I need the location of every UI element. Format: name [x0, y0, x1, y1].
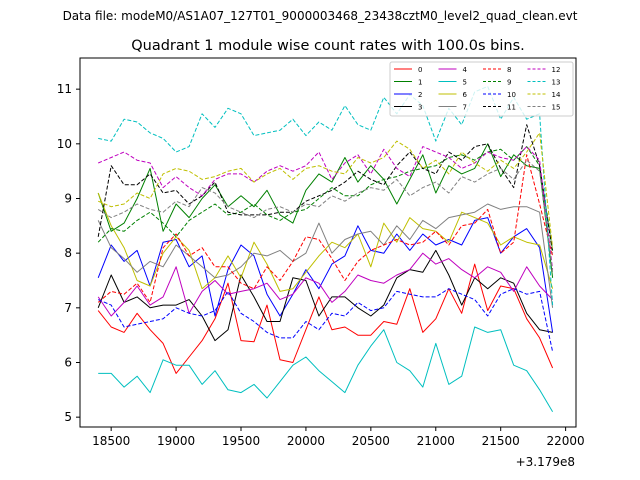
legend-label-9: 9	[507, 79, 511, 87]
series-line-7	[97, 203, 554, 308]
series-line-14	[98, 132, 554, 248]
legend-label-0: 0	[418, 66, 422, 74]
series-line-11	[97, 124, 554, 254]
series-line-10	[98, 288, 554, 352]
legend-label-15: 15	[552, 104, 561, 112]
chart-suptitle: Data file: modeM0/AS1A07_127T01_90000034…	[63, 9, 578, 23]
series-layer	[97, 85, 554, 412]
x-tick-label: 21500	[482, 434, 520, 448]
y-tick-label: 5	[64, 410, 72, 424]
x-tick-label: 21000	[417, 434, 455, 448]
legend-label-4: 4	[463, 66, 468, 74]
plot-frame	[79, 57, 577, 428]
chart-title: Quadrant 1 module wise count rates with …	[131, 38, 525, 54]
x-tick-label: 19500	[222, 434, 260, 448]
y-tick-label: 9	[64, 191, 72, 205]
series-line-3	[97, 249, 553, 342]
x-offset-label: +3.179e8	[516, 455, 575, 469]
legend-label-2: 2	[418, 91, 422, 99]
y-tick-label: 8	[64, 246, 72, 260]
legend-label-11: 11	[507, 104, 516, 112]
y-tick-label: 7	[64, 301, 72, 315]
y-tick-label: 6	[64, 355, 72, 369]
legend-label-8: 8	[507, 66, 511, 74]
legend-label-12: 12	[552, 66, 561, 74]
x-tick-label: 20500	[352, 434, 390, 448]
series-line-5	[98, 326, 554, 412]
legend-label-10: 10	[507, 91, 516, 99]
series-line-0	[97, 263, 554, 374]
y-axis: 5 6 7 8 9 10 11	[57, 82, 80, 424]
x-tick-label: 22000	[547, 434, 585, 448]
legend-label-13: 13	[552, 79, 561, 87]
x-tick-label: 18500	[92, 434, 130, 448]
legend-box	[389, 61, 574, 117]
y-tick-label: 10	[57, 137, 72, 151]
series-line-12	[98, 146, 554, 270]
series-line-15	[97, 159, 554, 273]
series-line-8	[97, 154, 554, 303]
series-line-4	[97, 252, 553, 317]
x-axis: 18500 19000 19500 20000 20500 21000 21500 22000	[92, 427, 585, 448]
legend-label-3: 3	[418, 104, 422, 112]
legend-label-6: 6	[463, 91, 468, 99]
x-tick-label: 20000	[287, 434, 325, 448]
x-tick-label: 19000	[157, 434, 195, 448]
legend-label-7: 7	[463, 104, 467, 112]
y-tick-label: 11	[57, 82, 72, 96]
legend-label-1: 1	[418, 79, 422, 87]
legend-label-14: 14	[552, 91, 561, 99]
legend-label-5: 5	[463, 79, 467, 87]
series-line-6	[97, 192, 554, 292]
